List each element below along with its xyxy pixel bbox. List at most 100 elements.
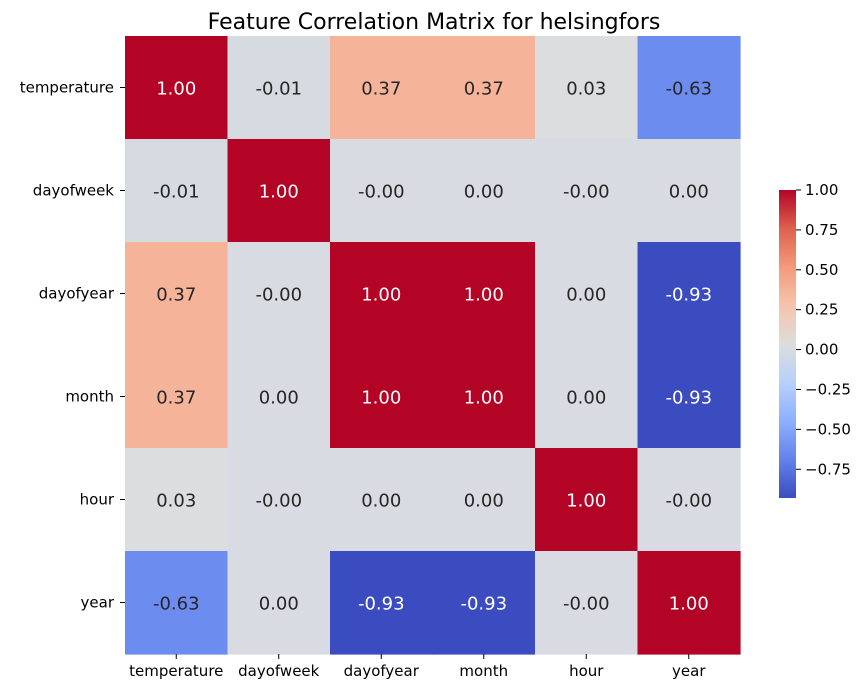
heatmap-cell: [227, 36, 331, 140]
y-axis: temperature dayofweek dayofyear month hour ye…: [20, 79, 125, 612]
cell-value-label: 1.00: [259, 182, 299, 203]
y-tick-label: dayofyear: [39, 285, 115, 303]
cell-value-label: -0.00: [255, 285, 302, 306]
cell-value-label: 0.00: [259, 594, 299, 615]
heatmap-cell: [637, 139, 741, 243]
cell-value-label: -0.00: [563, 594, 610, 615]
heatmap-cell: [125, 36, 229, 140]
heatmap-cell: [125, 242, 229, 346]
cell-value-label: 0.00: [669, 182, 709, 203]
cell-value-label: -0.00: [358, 182, 405, 203]
heatmap-cell: [637, 448, 741, 552]
x-tick-label: temperature: [129, 662, 223, 680]
x-tick-label: dayofyear: [344, 662, 420, 680]
cell-value-label: 1.00: [361, 388, 401, 409]
cell-value-label: 0.00: [361, 491, 401, 512]
cell-value-label: 0.03: [566, 79, 606, 100]
cell-value-label: -0.93: [665, 388, 712, 409]
cell-value-label: 0.00: [464, 182, 504, 203]
heatmap-cell: [330, 448, 434, 552]
heatmap-cell: [535, 345, 639, 449]
heatmap-cell: [432, 448, 536, 552]
cell-value-label: 1.00: [361, 285, 401, 306]
colorbar-tick-label: 1.00: [805, 181, 838, 199]
y-tick-label: year: [81, 594, 115, 612]
cell-value-label: 0.37: [464, 79, 504, 100]
heatmap-cell: [535, 139, 639, 243]
colorbar-tick-label: 0.25: [805, 301, 838, 319]
cell-value-label: -0.00: [665, 491, 712, 512]
heatmap-cell: [125, 448, 229, 552]
x-tick-label: month: [459, 662, 508, 680]
heatmap-cell: [432, 242, 536, 346]
heatmap-cell: [637, 36, 741, 140]
heatmap-cell: [330, 345, 434, 449]
colorbar-gradient: [779, 190, 796, 498]
cell-value-label: -0.63: [153, 594, 200, 615]
cell-value-label: -0.01: [153, 182, 200, 203]
cell-value-label: 0.37: [156, 285, 196, 306]
colorbar-tick-label: 0.50: [805, 261, 838, 279]
y-tick-label: dayofweek: [33, 182, 115, 200]
y-tick-label: hour: [80, 491, 115, 509]
heatmap-cell: [125, 345, 229, 449]
heatmap-cell: [330, 36, 434, 140]
heatmap-cell: [227, 448, 331, 552]
heatmap-cell: [125, 139, 229, 243]
cell-value-label: 0.37: [156, 388, 196, 409]
x-tick-label: year: [672, 662, 706, 680]
cell-value-label: 1.00: [156, 79, 196, 100]
colorbar-tick-label: −0.50: [805, 420, 851, 438]
cell-value-label: 0.00: [464, 491, 504, 512]
y-tick-label: temperature: [20, 79, 114, 97]
heatmap-cell: [637, 345, 741, 449]
heatmap-cell: [432, 551, 536, 655]
x-tick-label: hour: [569, 662, 604, 680]
heatmap-cell: [125, 551, 229, 655]
colorbar-tick-label: −0.75: [805, 460, 851, 478]
heatmap-cell: [535, 448, 639, 552]
heatmap-cell: [637, 242, 741, 346]
colorbar-tick-label: 0.00: [805, 341, 838, 359]
heatmap-cell-labels: 1.00 -0.01 0.37 0.37 0.03 -0.63 -0.01 1.00 -0.00…: [153, 79, 712, 615]
cell-value-label: 0.00: [259, 388, 299, 409]
heatmap-cell: [227, 242, 331, 346]
cell-value-label: 0.00: [566, 285, 606, 306]
heatmap-cell: [227, 551, 331, 655]
chart-title: Feature Correlation Matrix for helsingfo…: [208, 10, 661, 35]
cell-value-label: 1.00: [464, 285, 504, 306]
heatmap-cells: [125, 36, 741, 655]
heatmap-cell: [330, 551, 434, 655]
heatmap-cell: [432, 36, 536, 140]
cell-value-label: -0.00: [563, 182, 610, 203]
heatmap-cell: [637, 551, 741, 655]
cell-value-label: -0.93: [665, 285, 712, 306]
heatmap-cell: [227, 345, 331, 449]
y-tick-label: month: [65, 388, 114, 406]
cell-value-label: -0.63: [665, 79, 712, 100]
cell-value-label: 1.00: [669, 594, 709, 615]
colorbar-tick-label: −0.25: [805, 380, 851, 398]
cell-value-label: -0.01: [255, 79, 302, 100]
cell-value-label: 0.37: [361, 79, 401, 100]
heatmap-cell: [330, 139, 434, 243]
cell-value-label: -0.00: [255, 491, 302, 512]
cell-value-label: 0.03: [156, 491, 196, 512]
colorbar-tick-label: 0.75: [805, 221, 838, 239]
cell-value-label: -0.93: [460, 594, 507, 615]
x-tick-label: dayofweek: [238, 662, 320, 680]
heatmap-cell: [330, 242, 434, 346]
cell-value-label: 1.00: [464, 388, 504, 409]
cell-value-label: -0.93: [358, 594, 405, 615]
x-axis: temperature dayofweek dayofyear month hour ye…: [129, 654, 706, 680]
heatmap-cell: [432, 139, 536, 243]
heatmap-cell: [227, 139, 331, 243]
colorbar: 1.00 0.75 0.50 0.25 0.00 −0.25 −0.50 −0.75: [779, 181, 851, 498]
cell-value-label: 1.00: [566, 491, 606, 512]
heatmap-cell: [432, 345, 536, 449]
heatmap-cell: [535, 242, 639, 346]
heatmap-cell: [535, 36, 639, 140]
heatmap-cell: [535, 551, 639, 655]
